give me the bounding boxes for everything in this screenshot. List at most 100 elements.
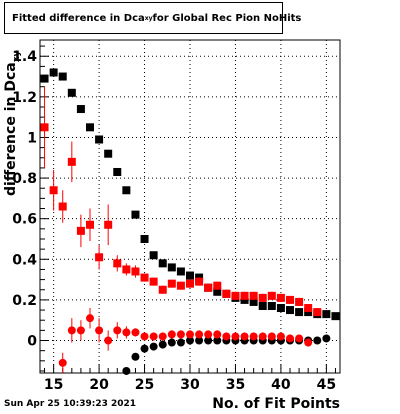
data-point-square — [149, 251, 158, 260]
data-point-square — [249, 291, 258, 300]
data-point-square — [149, 277, 158, 286]
y-tick-label: 1.2 — [12, 90, 37, 106]
data-point-circle — [140, 332, 149, 341]
data-point-circle — [286, 334, 294, 343]
data-point-square — [140, 234, 149, 243]
x-tick-label: 40 — [271, 377, 291, 393]
data-point-circle — [213, 336, 222, 345]
chart-title: Fitted difference in Dca xy for Global Re… — [4, 2, 301, 34]
data-point-square — [213, 287, 222, 296]
data-point-circle — [295, 334, 304, 343]
data-point-square — [322, 310, 331, 319]
data-point-square — [49, 186, 58, 195]
data-point-circle — [204, 330, 213, 339]
data-point-circle — [195, 336, 204, 345]
y-tick-label: 0.8 — [12, 171, 37, 187]
data-point-circle — [67, 326, 76, 335]
data-point-square — [258, 293, 267, 302]
data-point-circle — [213, 330, 222, 339]
data-point-circle — [176, 330, 185, 339]
data-point-circle — [322, 334, 331, 343]
x-tick-label: 35 — [226, 377, 245, 393]
title-subscript: xy — [144, 14, 153, 22]
data-point-circle — [158, 332, 167, 341]
data-point-circle — [304, 338, 313, 347]
data-point-circle — [113, 326, 122, 335]
data-point-circle — [86, 314, 94, 323]
y-axis-label-text: difference in Dca — [3, 62, 19, 196]
x-tick-label: 15 — [44, 377, 63, 393]
data-point-square — [195, 277, 204, 286]
x-tick-label: 25 — [135, 377, 154, 393]
data-point-circle — [167, 338, 176, 347]
x-tick-label: 20 — [89, 377, 109, 393]
data-point-circle — [276, 332, 285, 341]
y-axis-label-subscript: xy — [11, 50, 22, 63]
data-point-square — [104, 220, 113, 229]
data-point-circle — [313, 336, 322, 345]
y-tick-label: 0.4 — [12, 252, 37, 268]
data-point-square — [286, 295, 294, 304]
data-point-circle — [95, 326, 104, 335]
data-point-square — [67, 88, 76, 97]
data-point-square — [95, 253, 104, 262]
data-point-circle — [149, 342, 158, 351]
data-point-circle — [186, 336, 194, 345]
data-point-square — [58, 72, 67, 81]
title-main: Fitted difference in Dca — [12, 12, 145, 24]
data-point-circle — [249, 332, 258, 341]
datestamp: Sun Apr 25 10:39:23 2021 — [4, 399, 137, 409]
data-point-square — [176, 267, 185, 276]
data-point-circle — [158, 340, 167, 349]
data-point-square — [113, 167, 122, 176]
data-point-square — [40, 74, 49, 83]
y-tick-label: 0.2 — [12, 293, 37, 309]
data-point-square — [186, 271, 194, 280]
data-point-square — [267, 291, 276, 300]
data-point-square — [276, 293, 285, 302]
data-point-square — [213, 281, 222, 290]
y-axis-label: difference in Dcaxy — [3, 50, 25, 196]
data-point-circle — [195, 330, 204, 339]
data-point-square — [276, 304, 285, 313]
data-point-square — [167, 263, 176, 272]
data-point-square — [76, 226, 85, 235]
plot-frame — [39, 39, 341, 374]
data-point-square — [267, 301, 276, 310]
data-point-square — [131, 210, 140, 219]
data-point-square — [231, 291, 240, 300]
x-axis-label: No. of Fit Points — [212, 396, 340, 412]
data-point-square — [204, 283, 213, 292]
data-point-square — [186, 279, 194, 288]
data-point-circle — [222, 332, 231, 341]
data-point-square — [95, 135, 104, 144]
data-point-square — [122, 186, 131, 195]
data-point-square — [49, 68, 58, 77]
data-point-square — [58, 202, 67, 211]
data-point-square — [67, 157, 76, 166]
data-point-circle — [258, 332, 267, 341]
data-point-square — [258, 301, 267, 310]
data-point-square — [122, 265, 131, 274]
data-point-circle — [186, 330, 194, 339]
data-point-circle — [267, 332, 276, 341]
data-point-circle — [122, 328, 131, 337]
data-point-square — [222, 289, 231, 298]
x-tick-label: 30 — [180, 377, 200, 393]
data-point-square — [331, 312, 340, 321]
data-point-square — [86, 220, 94, 229]
data-point-square — [167, 279, 176, 288]
data-point-circle — [131, 352, 140, 361]
data-point-circle — [140, 344, 149, 353]
data-point-circle — [122, 366, 131, 375]
y-tick-label: 0 — [27, 334, 37, 350]
data-point-circle — [204, 336, 213, 345]
data-point-square — [249, 297, 258, 306]
data-point-circle — [149, 332, 158, 341]
y-tick-label: 0.6 — [12, 212, 37, 228]
data-point-square — [158, 285, 167, 294]
data-point-square — [158, 259, 167, 268]
x-tick-label: 45 — [317, 377, 336, 393]
data-point-square — [286, 306, 294, 315]
data-point-circle — [167, 330, 176, 339]
